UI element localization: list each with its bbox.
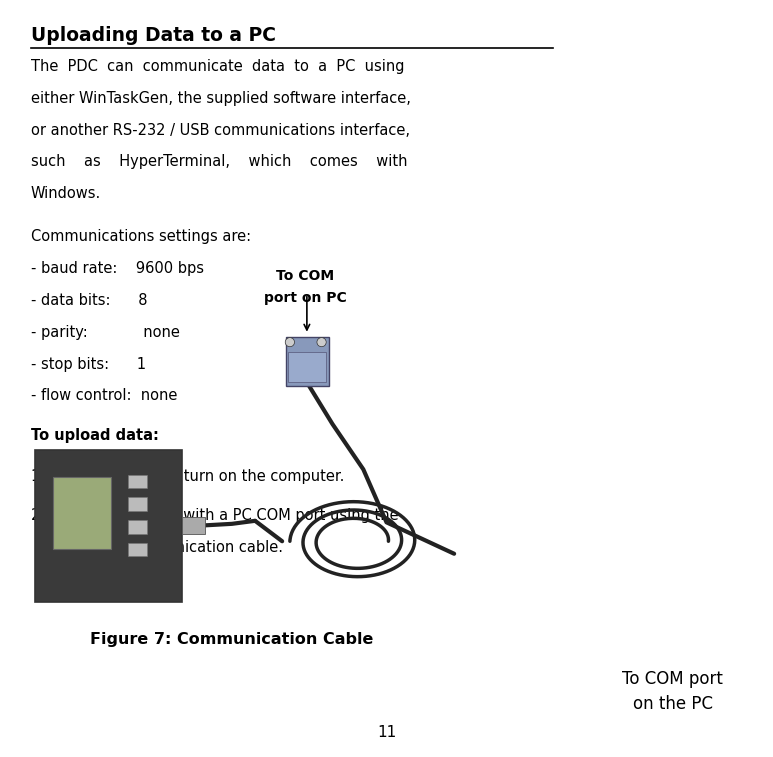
Text: Windows.: Windows.	[31, 186, 101, 201]
Circle shape	[317, 338, 326, 347]
Text: - stop bits:      1: - stop bits: 1	[31, 357, 146, 372]
Bar	[128, 497, 147, 511]
Text: such    as    HyperTerminal,    which    comes    with: such as HyperTerminal, which comes with	[31, 154, 407, 170]
Text: - parity:            none: - parity: none	[31, 325, 180, 340]
Text: To COM port: To COM port	[622, 670, 723, 688]
Text: Communications settings are:: Communications settings are:	[31, 229, 251, 245]
Bar	[128, 543, 147, 556]
Bar	[288, 352, 326, 382]
Text: To COM: To COM	[276, 269, 335, 282]
Text: on the PC: on the PC	[632, 695, 713, 713]
Text: 1.  If not on already, turn on the computer.: 1. If not on already, turn on the comput…	[31, 469, 344, 484]
Text: - flow control:  none: - flow control: none	[31, 388, 177, 403]
Bar	[286, 337, 329, 386]
Text: - baud rate:    9600 bps: - baud rate: 9600 bps	[31, 261, 204, 276]
Circle shape	[285, 338, 295, 347]
Text: supplied communication cable.: supplied communication cable.	[31, 540, 283, 555]
Bar	[128, 475, 147, 488]
Text: or another RS-232 / USB communications interface,: or another RS-232 / USB communications i…	[31, 123, 410, 138]
Bar	[53, 477, 111, 549]
Text: 2.  Connect the PDC with a PC COM port using the: 2. Connect the PDC with a PC COM port us…	[31, 508, 399, 523]
Text: The  PDC  can  communicate  data  to  a  PC  using: The PDC can communicate data to a PC usi…	[31, 59, 404, 74]
Text: Uploading Data to a PC: Uploading Data to a PC	[31, 26, 276, 45]
Bar	[182, 517, 205, 534]
Bar	[35, 450, 182, 602]
Text: either WinTaskGen, the supplied software interface,: either WinTaskGen, the supplied software…	[31, 91, 410, 106]
Text: - data bits:      8: - data bits: 8	[31, 293, 148, 308]
Text: To upload data:: To upload data:	[31, 428, 158, 443]
Text: port on PC: port on PC	[264, 291, 347, 305]
Text: Figure 7: Communication Cable: Figure 7: Communication Cable	[90, 632, 373, 647]
Bar	[128, 520, 147, 534]
Text: 11: 11	[377, 725, 396, 740]
